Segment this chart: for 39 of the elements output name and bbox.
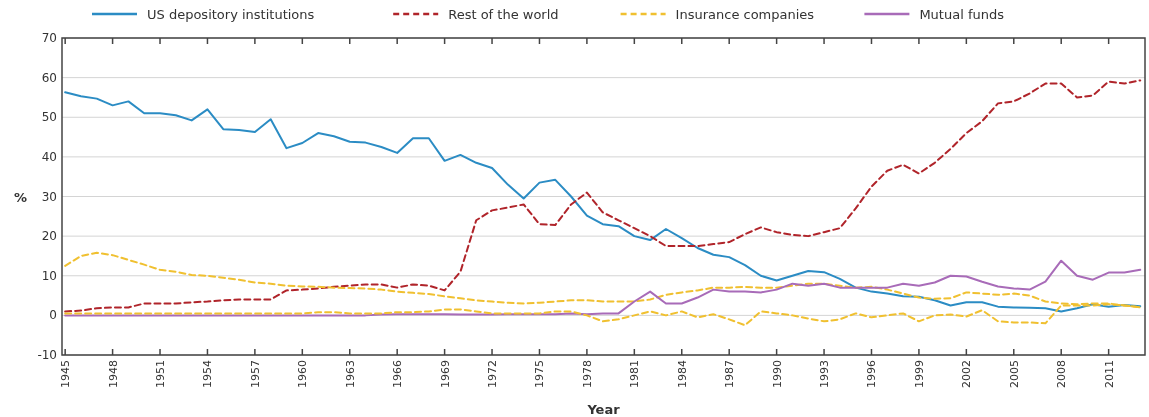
x-tick-label: 1996: [865, 360, 879, 388]
x-tick-label: 1972: [486, 360, 500, 388]
y-tick-label: 30: [41, 189, 57, 204]
legend-label: Insurance companies: [675, 6, 815, 22]
x-tick-label: 1990: [770, 360, 784, 388]
x-tick-label: 1951: [154, 360, 168, 388]
x-tick-label: 1978: [580, 360, 594, 388]
x-tick-label: 1999: [912, 360, 926, 388]
y-axis-title: %: [14, 189, 28, 205]
x-tick-label: 1960: [296, 360, 310, 388]
x-tick-label: 1975: [533, 360, 547, 388]
legend-label: US depository institutions: [147, 6, 315, 22]
y-tick-label: 50: [41, 110, 57, 125]
x-tick-label: 1981: [628, 360, 642, 388]
y-tick-label: -10: [37, 348, 57, 362]
y-tick-label: 10: [41, 268, 57, 283]
x-axis-title: Year: [586, 402, 621, 417]
x-tick-label: 1948: [106, 360, 120, 388]
x-tick-label: 1993: [818, 360, 832, 388]
y-tick-label: 40: [41, 149, 57, 164]
line-series: [64, 259, 1142, 317]
x-tick-label: 2005: [1007, 360, 1021, 388]
y-tick-label: 20: [41, 229, 57, 244]
x-tick-label: 1984: [675, 360, 689, 388]
x-tick-label: 1987: [723, 360, 737, 388]
x-tick-label: 1954: [201, 360, 215, 388]
x-tick-label: 2008: [1055, 360, 1069, 388]
x-tick-label: 1957: [248, 360, 262, 388]
x-tick-label: 2011: [1102, 360, 1116, 388]
legend-label: Mutual funds: [919, 6, 1005, 22]
y-tick-label: 70: [41, 31, 57, 45]
x-tick-label: 1966: [391, 360, 405, 388]
legend-label: Rest of the world: [448, 6, 559, 22]
x-tick-label: 1969: [438, 360, 452, 388]
x-tick-label: 2002: [960, 360, 974, 388]
x-tick-label: 1963: [343, 360, 357, 388]
x-tick-label: 1945: [59, 360, 73, 388]
y-tick-label: 0: [49, 308, 57, 323]
y-tick-label: 60: [41, 70, 57, 85]
